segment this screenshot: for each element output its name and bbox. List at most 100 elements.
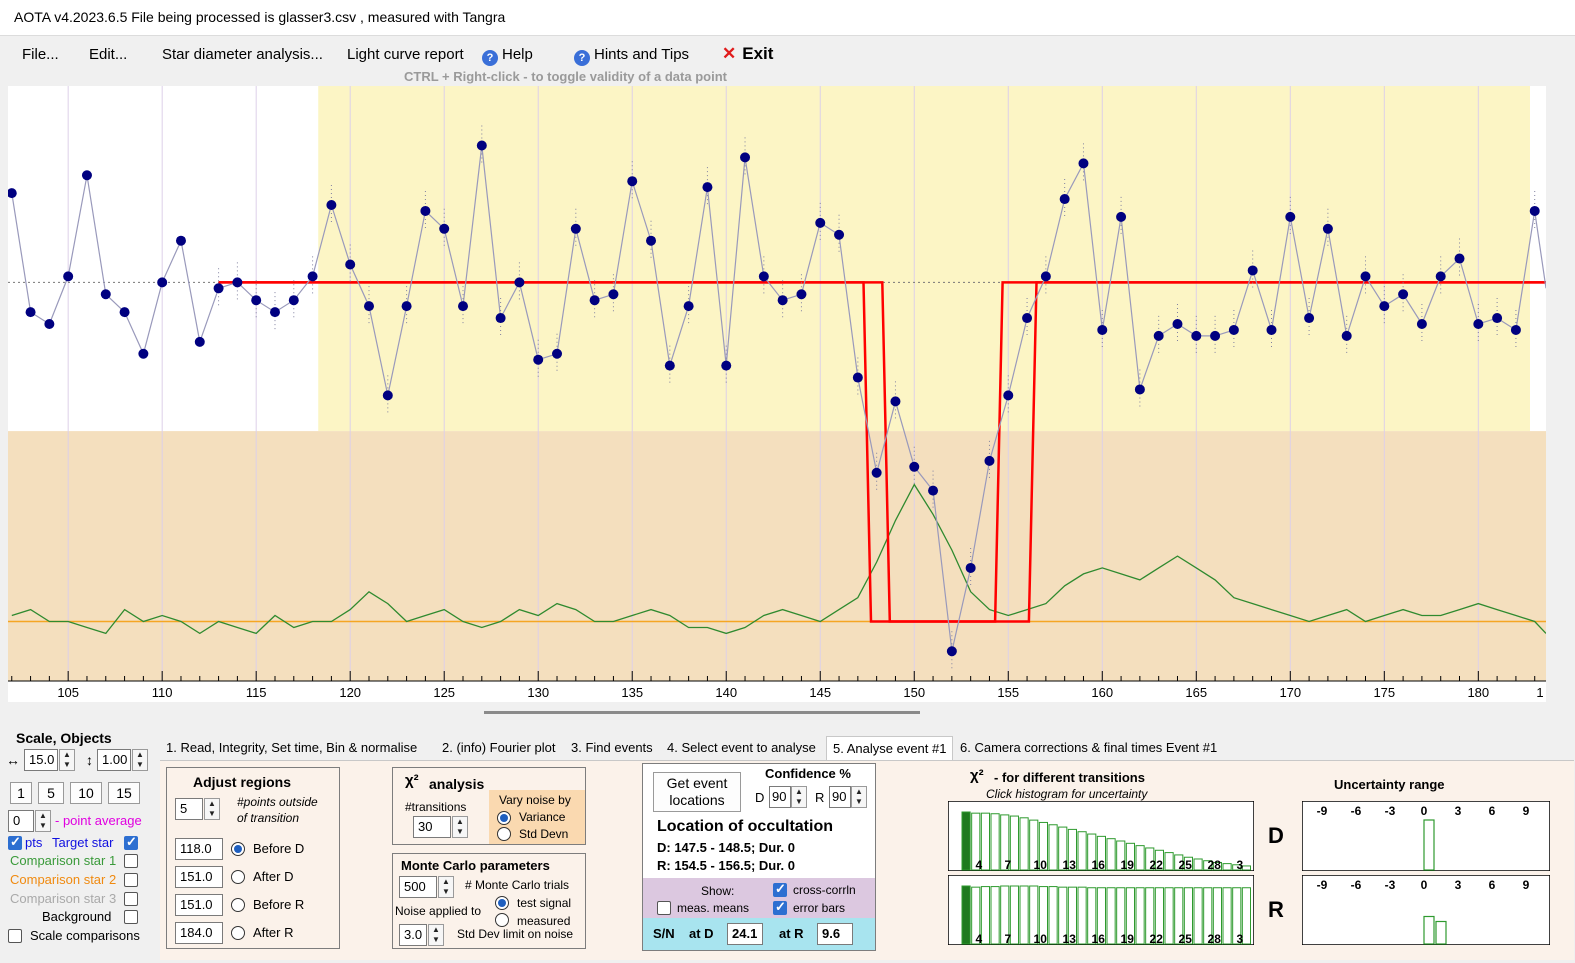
histogram-bar[interactable]	[1164, 887, 1174, 945]
background-checkbox[interactable]	[124, 910, 138, 924]
data-point[interactable]	[589, 295, 600, 306]
histogram-bar[interactable]	[1038, 886, 1049, 945]
data-point[interactable]	[834, 229, 845, 240]
histogram-bar[interactable]	[971, 812, 981, 871]
uncertainty-d[interactable]: -9 -6 -3 0 3 6 9	[1302, 801, 1550, 871]
data-point[interactable]	[194, 336, 205, 347]
tab-analyse-event[interactable]: 5. Analyse event #1	[826, 736, 954, 760]
histogram-d[interactable]: 4 7 10 13 16 19 22 25 28 3	[948, 801, 1254, 871]
histogram-bar[interactable]	[1232, 864, 1242, 871]
histogram-bar[interactable]	[1125, 887, 1135, 945]
data-point[interactable]	[1285, 211, 1296, 222]
preset-10-button[interactable]: 10	[70, 782, 102, 804]
data-point[interactable]	[608, 289, 619, 300]
data-point[interactable]	[1529, 205, 1540, 216]
data-point[interactable]	[420, 205, 431, 216]
menu-exit[interactable]: ✕ Exit	[722, 44, 773, 64]
data-point[interactable]	[1454, 253, 1465, 264]
data-point[interactable]	[1266, 324, 1277, 335]
histogram-bar[interactable]	[1145, 887, 1155, 945]
histogram-bar[interactable]	[1048, 824, 1058, 871]
uncertainty-bar[interactable]	[1423, 819, 1435, 871]
menu-file[interactable]: File...	[22, 46, 59, 63]
uncertainty-bar[interactable]	[1435, 920, 1447, 945]
menu-edit[interactable]: Edit...	[89, 46, 128, 63]
data-point[interactable]	[702, 182, 713, 193]
tab-find-events[interactable]: 3. Find events	[571, 740, 653, 755]
transitions-input[interactable]: 30	[413, 816, 451, 838]
after-d-value[interactable]: 151.0	[175, 866, 223, 888]
data-point[interactable]	[25, 307, 36, 318]
histogram-bar[interactable]	[1145, 847, 1155, 871]
histogram-bar[interactable]	[1087, 833, 1097, 871]
tab-read-integrity[interactable]: 1. Read, Integrity, Set time, Bin & norm…	[166, 740, 418, 755]
data-point[interactable]	[1059, 194, 1070, 205]
data-point[interactable]	[1435, 271, 1446, 282]
after-r-radio[interactable]	[231, 926, 245, 940]
histogram-bar[interactable]	[1241, 865, 1252, 871]
plot-scrollbar[interactable]	[484, 711, 920, 714]
data-point[interactable]	[1492, 313, 1503, 324]
meas-means-checkbox[interactable]	[657, 901, 671, 915]
points-outside-input[interactable]: 5	[175, 798, 203, 820]
histogram-bar[interactable]	[1067, 828, 1078, 871]
after-r-value[interactable]: 184.0	[175, 922, 223, 944]
histogram-bar[interactable]	[1174, 854, 1184, 871]
histogram-bar[interactable]	[1183, 856, 1193, 871]
data-point[interactable]	[213, 283, 224, 294]
histogram-bar[interactable]	[1174, 887, 1184, 945]
data-point[interactable]	[1022, 313, 1033, 324]
data-point[interactable]	[81, 170, 92, 181]
std-devn-radio[interactable]	[497, 827, 511, 841]
histogram-bar[interactable]	[971, 886, 981, 945]
point-average-input[interactable]: 0	[8, 810, 34, 832]
histogram-bar[interactable]	[1096, 887, 1106, 945]
histogram-bar[interactable]	[1203, 860, 1213, 871]
data-point[interactable]	[251, 295, 262, 306]
data-point[interactable]	[514, 277, 525, 288]
points-outside-spinner[interactable]: ▲ ▼	[204, 798, 220, 820]
histogram-bar[interactable]	[1193, 858, 1203, 871]
get-event-locations-button[interactable]: Get event locations	[653, 772, 741, 812]
data-point[interactable]	[1097, 324, 1108, 335]
data-point[interactable]	[909, 461, 920, 472]
histogram-bar[interactable]	[1029, 819, 1039, 871]
histogram-bar[interactable]	[1125, 842, 1135, 871]
data-point[interactable]	[552, 348, 563, 359]
data-point[interactable]	[458, 301, 469, 312]
histogram-bar[interactable]	[1222, 887, 1232, 945]
data-point[interactable]	[946, 646, 957, 657]
histogram-bar[interactable]	[1058, 826, 1068, 871]
data-point[interactable]	[890, 396, 901, 407]
vertical-scale-spinner[interactable]: ▲ ▼	[132, 749, 148, 771]
data-point[interactable]	[63, 271, 74, 282]
histogram-bar[interactable]	[1232, 887, 1242, 945]
data-point[interactable]	[852, 372, 863, 383]
comparison-star-3-checkbox[interactable]	[124, 892, 138, 906]
histogram-bar[interactable]	[961, 885, 971, 945]
menu-hints[interactable]: ? Hints and Tips	[574, 46, 689, 66]
tab-camera-corrections[interactable]: 6. Camera corrections & final times Even…	[960, 740, 1218, 755]
before-d-value[interactable]: 118.0	[175, 838, 223, 860]
histogram-bar[interactable]	[1193, 887, 1203, 945]
data-point[interactable]	[439, 223, 450, 234]
data-point[interactable]	[1510, 324, 1521, 335]
histogram-bar[interactable]	[1116, 840, 1126, 871]
data-point[interactable]	[627, 176, 638, 187]
data-point[interactable]	[664, 360, 675, 371]
data-point[interactable]	[1379, 301, 1390, 312]
data-point[interactable]	[646, 235, 657, 246]
data-point[interactable]	[1304, 313, 1315, 324]
uncertainty-bar[interactable]	[1423, 915, 1435, 945]
histogram-bar[interactable]	[1106, 887, 1116, 945]
data-point[interactable]	[965, 562, 976, 573]
data-point[interactable]	[740, 152, 751, 163]
histogram-bar[interactable]	[980, 886, 990, 945]
data-point[interactable]	[1247, 265, 1258, 276]
histogram-bar[interactable]	[1019, 817, 1029, 871]
histogram-bar[interactable]	[1135, 887, 1145, 945]
histogram-bar[interactable]	[990, 813, 1000, 871]
histogram-bar[interactable]	[1009, 885, 1019, 945]
after-d-radio[interactable]	[231, 870, 245, 884]
variance-radio[interactable]	[497, 811, 511, 825]
